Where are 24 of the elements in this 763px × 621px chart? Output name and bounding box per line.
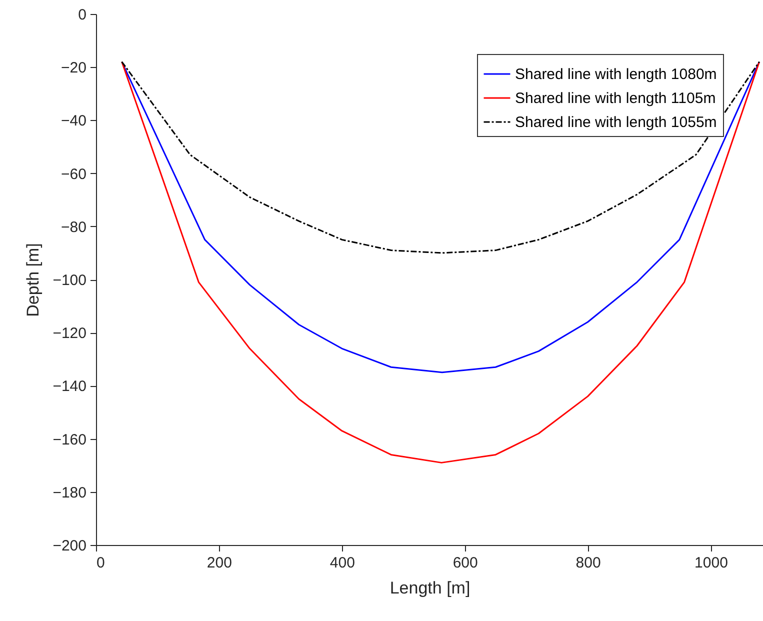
x-tick-label: 1000: [694, 554, 728, 572]
y-tick-label: −120: [52, 325, 86, 342]
y-tick-label: −20: [61, 60, 86, 77]
y-tick-label: −160: [52, 431, 86, 448]
y-tick-label: −40: [61, 112, 86, 130]
x-tick-label: 400: [330, 554, 355, 572]
y-tick-label: −200: [52, 538, 86, 554]
legend-label: Shared line with length 1105m: [515, 90, 716, 107]
x-tick-label: 800: [576, 554, 601, 572]
y-tick-label: −100: [52, 272, 86, 289]
x-tick-label: 200: [206, 554, 232, 572]
y-tick-label: −140: [52, 378, 86, 396]
line-series: [121, 61, 760, 464]
line-series: [121, 61, 760, 254]
x-tick-label: 600: [452, 554, 478, 572]
y-tick-label: −80: [61, 218, 86, 236]
x-tick-label: 0: [96, 554, 105, 572]
x-axis-title: Length [m]: [390, 578, 470, 598]
legend-label: Shared line with length 1080m: [515, 66, 717, 83]
legend-label: Shared line with length 1055m: [515, 114, 717, 131]
y-tick-label: 0: [78, 6, 86, 24]
y-tick-label: −60: [61, 166, 86, 183]
y-axis-title: Depth [m]: [24, 243, 43, 317]
y-tick-label: −180: [52, 484, 86, 502]
